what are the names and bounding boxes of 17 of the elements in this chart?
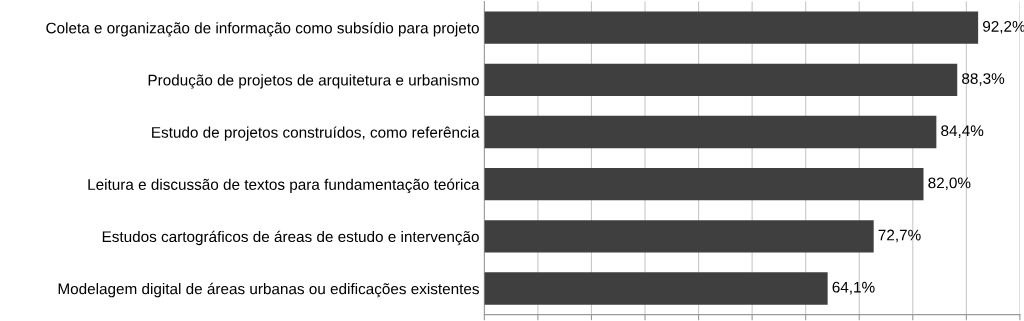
data-label: 84,4% <box>941 125 984 138</box>
bar <box>484 168 924 201</box>
y-tick-label: Estudo de projetos construídos, como referência <box>152 126 480 141</box>
y-tick-label: Coleta e organização de informação como subsídio para projeto <box>46 22 479 37</box>
bar <box>484 272 828 305</box>
data-label: 64,1% <box>832 281 875 295</box>
data-label: 82,0% <box>928 177 971 191</box>
y-tick-label: Produção de projetos de arquitetura e urbanismo <box>148 74 479 89</box>
bar <box>484 115 937 149</box>
data-label: 72,7% <box>878 229 921 243</box>
data-label: 88,3% <box>962 73 1005 86</box>
bar <box>484 63 958 97</box>
bar <box>484 220 874 253</box>
y-tick-label: Modelagem digital de áreas urbanas ou edificações existentes <box>58 282 479 298</box>
bar <box>484 11 979 44</box>
y-tick-label: Leitura e discussão de textos para fundamentação teórica <box>88 178 480 194</box>
y-tick-label: Estudos cartográficos de áreas de estudo e intervenção <box>102 230 479 246</box>
